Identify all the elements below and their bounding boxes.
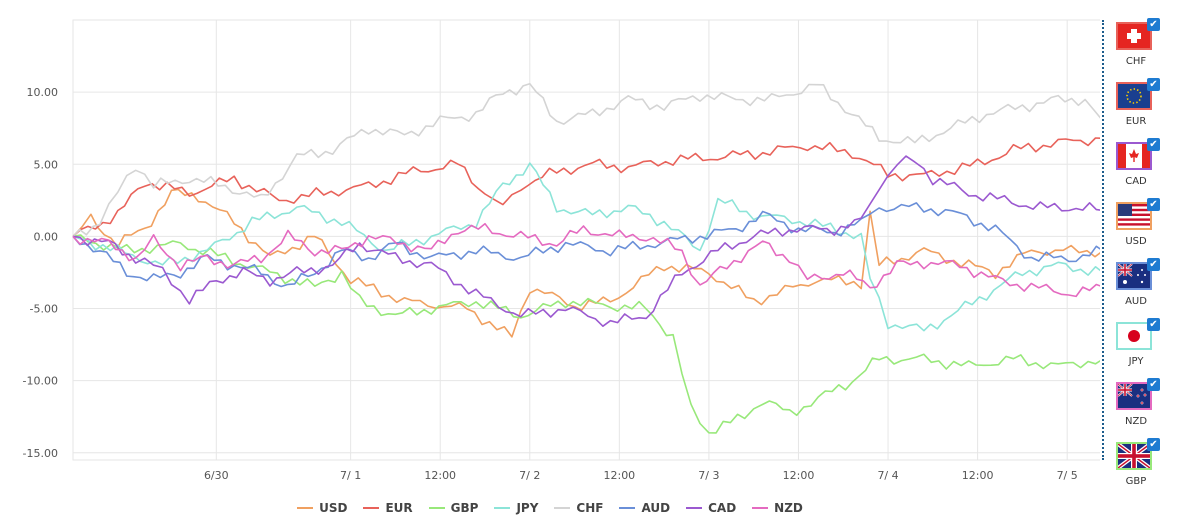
series-lines <box>72 82 1100 434</box>
toggle-jpy[interactable]: ✔ JPY <box>1112 318 1162 376</box>
australia-flag-icon <box>1116 262 1152 290</box>
legend-label-chf: CHF <box>576 501 604 515</box>
chart-svg: 10.00 5.00 0.00 -5.00 -10.00 -15.00 6/30 7/ 1 12… <box>23 19 1100 482</box>
x-tick-label: 7/ 2 <box>519 469 540 482</box>
legend-label-usd: USD <box>319 501 348 515</box>
checkbox-checked-icon[interactable]: ✔ <box>1147 78 1160 91</box>
switzerland-flag-icon <box>1116 22 1152 50</box>
flag-label-nzd: NZD <box>1124 416 1148 427</box>
y-tick-label: 5.00 <box>34 158 59 171</box>
legend-swatch-aud <box>619 507 636 509</box>
canada-flag-icon <box>1116 142 1152 170</box>
legend-label-cad: CAD <box>708 501 737 515</box>
y-tick-label: 0.00 <box>34 230 59 243</box>
legend-item-eur[interactable]: EUR <box>363 501 413 515</box>
currency-strength-chart: 10.00 5.00 0.00 -5.00 -10.00 -15.00 6/30 7/ 1 12… <box>0 19 1100 518</box>
legend-swatch-jpy <box>494 507 511 509</box>
toggle-chf[interactable]: ✔ CHF <box>1112 18 1162 76</box>
x-tick-label: 7/ 5 <box>1057 469 1078 482</box>
legend-item-aud[interactable]: AUD <box>619 501 670 515</box>
legend-item-jpy[interactable]: JPY <box>494 501 538 515</box>
flag-label-gbp: GBP <box>1125 476 1147 487</box>
checkbox-checked-icon[interactable]: ✔ <box>1147 318 1160 331</box>
series-line-eur[interactable] <box>72 137 1100 237</box>
legend-swatch-gbp <box>428 507 445 509</box>
y-tick-label: 10.00 <box>27 86 59 99</box>
series-line-aud[interactable] <box>72 202 1100 288</box>
checkbox-checked-icon[interactable]: ✔ <box>1147 258 1160 271</box>
legend-item-cad[interactable]: CAD <box>686 501 736 515</box>
y-tick-label: -5.00 <box>30 303 58 316</box>
usa-flag-icon <box>1116 202 1152 230</box>
legend-swatch-eur <box>363 507 380 509</box>
legend-swatch-usd <box>297 507 314 509</box>
checkbox-checked-icon[interactable]: ✔ <box>1147 198 1160 211</box>
eu-flag-icon <box>1116 82 1152 110</box>
legend-item-chf[interactable]: CHF <box>554 501 603 515</box>
x-tick-label: 6/30 <box>204 469 229 482</box>
legend-label-gbp: GBP <box>450 501 479 515</box>
panel-divider <box>1102 20 1104 460</box>
legend-label-eur: EUR <box>385 501 413 515</box>
new-zealand-flag-icon <box>1116 382 1152 410</box>
legend-item-nzd[interactable]: NZD <box>752 501 803 515</box>
legend-swatch-nzd <box>752 507 769 509</box>
legend-label-jpy: JPY <box>516 501 539 515</box>
x-tick-label: 12:00 <box>603 469 635 482</box>
flag-label-aud: AUD <box>1125 296 1147 307</box>
flag-label-jpy: JPY <box>1128 356 1144 367</box>
series-line-nzd[interactable] <box>72 222 1100 298</box>
legend-item-gbp[interactable]: GBP <box>428 501 479 515</box>
checkbox-checked-icon[interactable]: ✔ <box>1147 18 1160 31</box>
japan-flag-icon <box>1116 322 1152 350</box>
toggle-eur[interactable]: ✔ EUR <box>1112 78 1162 136</box>
legend-label-nzd: NZD <box>774 501 803 515</box>
series-line-usd[interactable] <box>72 188 1100 338</box>
x-tick-label: 7/ 3 <box>698 469 719 482</box>
axis-labels: 10.00 5.00 0.00 -5.00 -10.00 -15.00 6/30 7/ 1 12… <box>23 86 1078 482</box>
legend-item-usd[interactable]: USD <box>297 501 347 515</box>
flag-label-eur: EUR <box>1125 116 1147 127</box>
checkbox-checked-icon[interactable]: ✔ <box>1147 138 1160 151</box>
legend-label-aud: AUD <box>641 501 671 515</box>
x-tick-label: 7/ 1 <box>340 469 361 482</box>
checkbox-checked-icon[interactable]: ✔ <box>1147 378 1160 391</box>
plot-area <box>72 19 1100 461</box>
flag-label-cad: CAD <box>1125 176 1147 187</box>
x-tick-label: 12:00 <box>783 469 815 482</box>
toggle-usd[interactable]: ✔ USD <box>1112 198 1162 256</box>
toggle-aud[interactable]: ✔ AUD <box>1112 258 1162 316</box>
legend-swatch-chf <box>554 507 571 509</box>
x-tick-label: 12:00 <box>962 469 994 482</box>
y-tick-label: -15.00 <box>23 447 58 460</box>
series-line-cad[interactable] <box>72 155 1100 327</box>
legend-swatch-cad <box>686 507 703 509</box>
series-line-jpy[interactable] <box>72 162 1100 332</box>
y-tick-label: -10.00 <box>23 375 58 388</box>
series-line-chf[interactable] <box>72 82 1100 237</box>
toggle-cad[interactable]: ✔ CAD <box>1112 138 1162 196</box>
flag-label-chf: CHF <box>1125 56 1147 67</box>
toggle-nzd[interactable]: ✔ NZD <box>1112 378 1162 436</box>
flag-label-usd: USD <box>1125 236 1147 247</box>
x-tick-label: 12:00 <box>424 469 456 482</box>
toggle-gbp[interactable]: ✔ GBP <box>1112 438 1162 496</box>
uk-flag-icon <box>1116 442 1152 470</box>
checkbox-checked-icon[interactable]: ✔ <box>1147 438 1160 451</box>
x-tick-label: 7/ 4 <box>877 469 898 482</box>
chart-legend: USD EUR GBP JPY CHF AUD CAD NZD <box>0 498 1100 518</box>
